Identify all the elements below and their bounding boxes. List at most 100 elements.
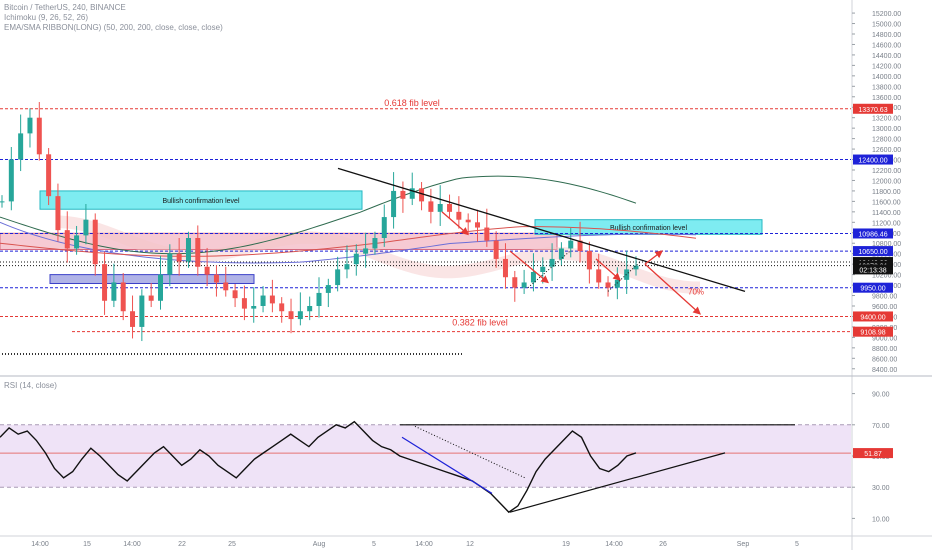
red-arrow — [595, 258, 621, 281]
level-price-label: 9950.00 — [860, 286, 885, 293]
candle-body — [176, 253, 182, 262]
red-arrow — [509, 250, 550, 284]
candle-body — [363, 248, 369, 254]
price-tick-label: 15000.00 — [872, 22, 901, 29]
rsi-dotted-line — [414, 425, 526, 479]
price-tick-label: 10200.00 — [872, 273, 901, 280]
price-tick-label: 12600.00 — [872, 147, 901, 154]
price-tick-label: 8600.00 — [872, 356, 897, 363]
level-price-tag — [853, 246, 893, 257]
candle-body — [484, 227, 490, 241]
time-tick-label: Aug — [313, 541, 326, 548]
candle-body — [120, 282, 126, 312]
candle-body — [325, 285, 331, 293]
rsi-blue-line — [401, 436, 493, 494]
rsi-series-line — [0, 420, 637, 514]
candle-body — [241, 298, 247, 309]
time-tick-label: 14:00 — [123, 541, 141, 548]
candle-body — [530, 272, 536, 283]
price-tick-label: 14000.00 — [872, 74, 901, 81]
candle-body — [260, 295, 266, 306]
triangle-line — [527, 250, 571, 289]
bullish-zone-2-label: Bullish confirmation level — [610, 225, 687, 232]
candle-body — [400, 190, 406, 199]
time-tick-label: 26 — [659, 541, 667, 548]
symbol-line: Bitcoin / TetherUS, 240, BINANCE — [4, 3, 126, 12]
candle-body — [232, 290, 238, 299]
level-price-label: 10986.46 — [858, 231, 887, 238]
candle-body — [213, 274, 219, 283]
candle-body — [353, 253, 359, 265]
candle-body — [297, 311, 303, 320]
candle-body — [558, 248, 564, 259]
candle-body — [456, 211, 462, 220]
rsi-rising-support-line — [509, 452, 726, 513]
time-tick-label: 15 — [83, 541, 91, 548]
ema-green-line — [0, 175, 637, 255]
candle-body — [540, 266, 546, 272]
price-tick-label: 11800.00 — [872, 189, 901, 196]
candle-body — [251, 306, 257, 309]
rsi-legend: RSI (14, close) — [4, 381, 57, 391]
candle-body — [167, 253, 173, 275]
price-tick-label: 12200.00 — [872, 168, 901, 175]
rsi-current-tag — [853, 448, 893, 459]
rsi-tick-label: 70.00 — [872, 423, 890, 430]
level-price-label: 12400.00 — [858, 158, 887, 165]
price-tick-label: 11600.00 — [872, 199, 901, 206]
level-price-tag — [853, 154, 893, 165]
rsi-indicator-label: RSI (14, close) — [4, 381, 57, 390]
candle-body — [614, 279, 620, 288]
level-price-label: 02:13:38 — [859, 267, 886, 274]
level-price-label: 10650.00 — [858, 249, 887, 256]
candle-body — [419, 188, 425, 202]
level-price-tag — [853, 264, 893, 275]
level-price-label: 13370.63 — [858, 107, 887, 114]
time-tick-label: 25 — [228, 541, 236, 548]
candle-body — [64, 230, 70, 249]
price-tick-label: 9600.00 — [872, 304, 897, 311]
rsi-tick-label: 10.00 — [872, 516, 890, 523]
candle-body — [447, 204, 453, 212]
red-arrow — [644, 263, 701, 315]
price-tick-label: 12800.00 — [872, 137, 901, 144]
time-tick-label: 5 — [372, 541, 376, 548]
candle-body — [279, 303, 285, 312]
ichimoku-cloud — [60, 215, 700, 295]
red-arrow — [644, 250, 664, 265]
level-price-tag — [853, 311, 893, 322]
red-arrow — [441, 211, 469, 236]
fib-618-label: 0.618 fib level — [384, 98, 440, 108]
level-price-tag — [853, 326, 893, 337]
candle-body — [74, 235, 80, 249]
price-tick-label: 13000.00 — [872, 126, 901, 133]
probability-label: 70% — [688, 287, 704, 296]
price-tick-label: 9800.00 — [872, 294, 897, 301]
rsi-band — [0, 424, 851, 488]
triangle-line — [607, 261, 641, 292]
price-tick-label: 9000.00 — [872, 335, 897, 342]
candle-body — [8, 159, 14, 202]
candle-body — [475, 222, 480, 228]
candle-body — [521, 282, 527, 288]
candle-body — [633, 265, 639, 270]
candle-body — [204, 266, 210, 275]
time-tick-label: 14:00 — [605, 541, 623, 548]
candle-body — [335, 269, 341, 286]
price-tick-label: 12000.00 — [872, 178, 901, 185]
level-price-tag — [853, 282, 893, 293]
candle-body — [493, 240, 499, 259]
candle-body — [223, 282, 229, 291]
price-tick-label: 8800.00 — [872, 346, 897, 353]
candle-body — [18, 133, 24, 160]
price-tick-label: 14400.00 — [872, 53, 901, 60]
candle-body — [409, 188, 415, 199]
candle-body — [130, 311, 136, 327]
candle-body — [139, 295, 145, 327]
candle-body — [92, 219, 98, 265]
candle-body — [111, 282, 117, 301]
time-tick-label: 5 — [795, 541, 799, 548]
bullish-zone-1 — [39, 190, 363, 210]
fib-382-label: 0.382 fib level — [452, 317, 508, 327]
level-price-label: 9108.98 — [860, 330, 885, 337]
